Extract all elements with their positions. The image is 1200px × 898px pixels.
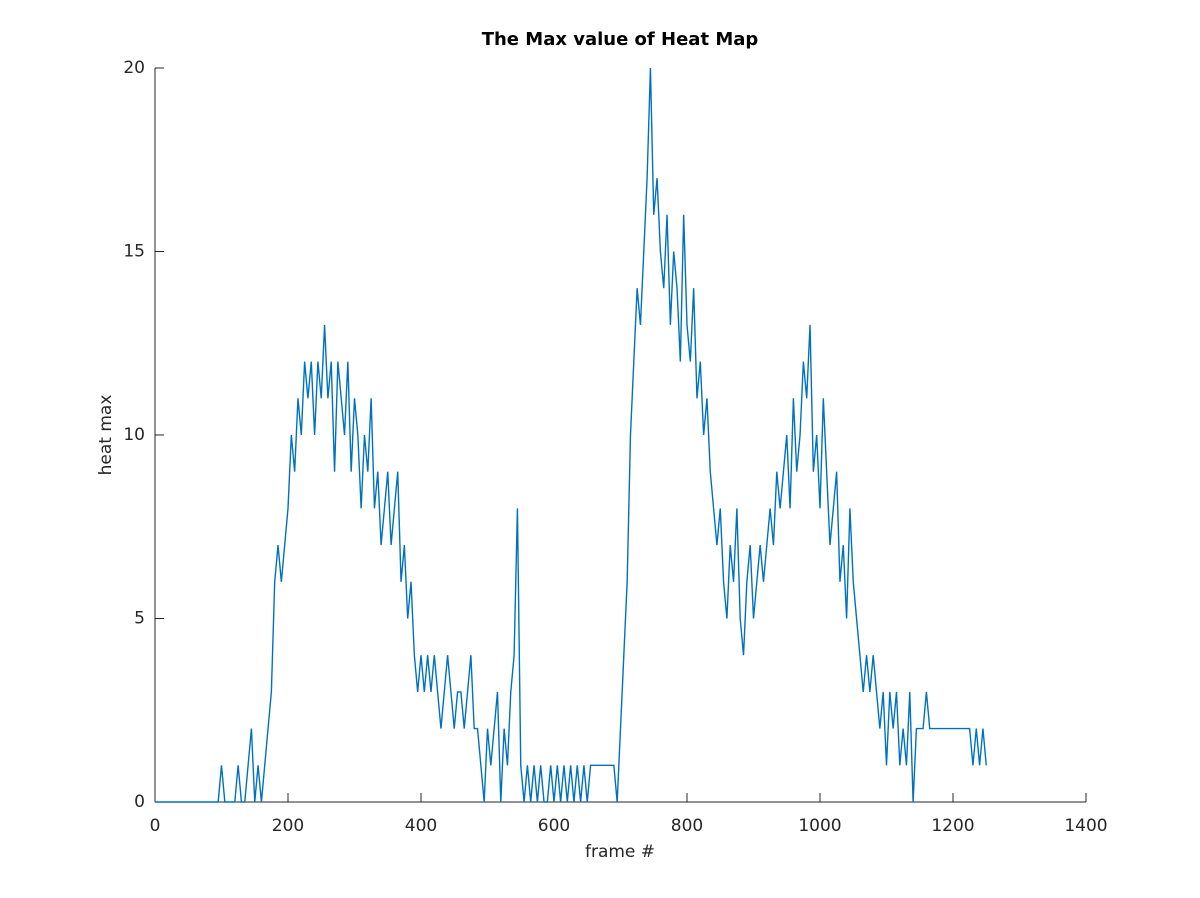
- x-tick-label: 1400: [1064, 816, 1107, 836]
- y-tick-label: 20: [123, 58, 145, 78]
- y-tick-label: 10: [123, 425, 145, 445]
- y-tick-label: 15: [123, 242, 145, 262]
- data-line: [155, 67, 987, 803]
- x-tick-label: 200: [272, 816, 304, 836]
- x-tick-label: 1000: [798, 816, 841, 836]
- x-tick-label: 1200: [931, 816, 974, 836]
- x-tick-label: 600: [538, 816, 570, 836]
- x-tick-label: 400: [405, 816, 437, 836]
- x-axis-label: frame #: [585, 842, 655, 862]
- y-tick-label: 5: [134, 609, 145, 629]
- chart-title: The Max value of Heat Map: [482, 29, 759, 50]
- x-tick-label: 800: [671, 816, 703, 836]
- y-tick-label: 0: [134, 792, 145, 812]
- x-tick-label: 0: [150, 816, 161, 836]
- y-axis-label: heat max: [96, 395, 116, 476]
